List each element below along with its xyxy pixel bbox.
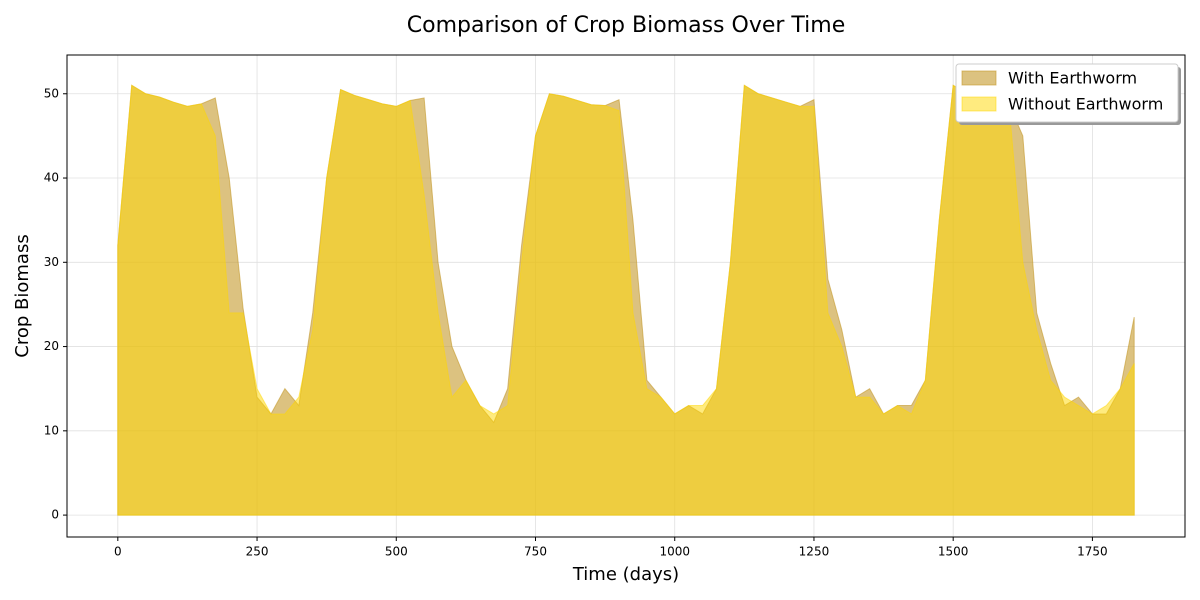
- y-tick-label: 30: [44, 255, 59, 269]
- x-tick-label: 0: [114, 545, 122, 559]
- y-tick-label: 0: [51, 508, 59, 522]
- x-tick-label: 250: [246, 545, 269, 559]
- x-tick-label: 1250: [799, 545, 830, 559]
- x-tick-label: 500: [385, 545, 408, 559]
- y-tick-label: 50: [44, 86, 59, 100]
- x-tick-label: 1500: [938, 545, 969, 559]
- legend-swatch: [961, 96, 997, 112]
- area: [117, 84, 1135, 516]
- x-axis-label: Time (days): [572, 564, 679, 585]
- legend: With Earthworm Without Earthworm: [955, 63, 1181, 125]
- y-tick-label: 20: [44, 339, 59, 353]
- plot-frame: [66, 54, 1186, 538]
- legend-box: [955, 63, 1179, 123]
- chart-title: Comparison of Crop Biomass Over Time: [407, 13, 846, 38]
- x-tick-label: 750: [524, 545, 547, 559]
- legend-label: Without Earthworm: [1008, 95, 1163, 114]
- y-tick-label: 10: [44, 423, 59, 437]
- y-axis-label: Crop Biomass: [12, 234, 33, 357]
- y-tick-label: 40: [44, 171, 59, 185]
- x-tick-label: 1750: [1077, 545, 1108, 559]
- legend-swatch: [961, 70, 997, 86]
- x-tick-label: 1000: [659, 545, 690, 559]
- legend-label: With Earthworm: [1008, 69, 1137, 88]
